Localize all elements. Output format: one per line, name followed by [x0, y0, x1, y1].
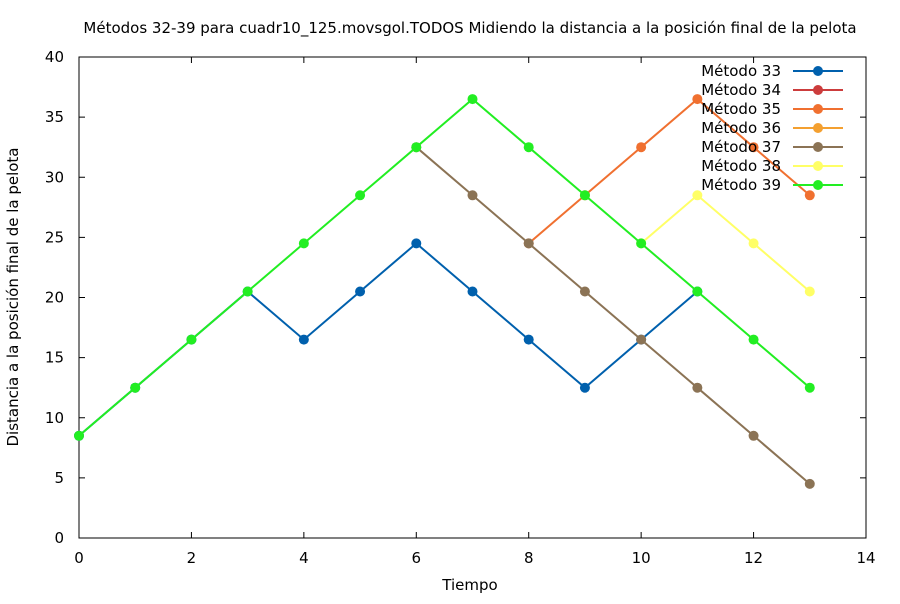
- data-point: [748, 142, 759, 153]
- data-point: [579, 382, 590, 393]
- data-point: [298, 238, 309, 249]
- y-tick-label: 40: [45, 48, 64, 66]
- y-tick-label: 15: [45, 349, 64, 367]
- data-point: [692, 190, 703, 201]
- series-line: [78, 242, 699, 437]
- data-point: [242, 286, 253, 297]
- data-point: [467, 94, 478, 105]
- y-tick-label: 25: [45, 228, 64, 246]
- chart-title: Métodos 32-39 para cuadr10_125.movsgol.T…: [83, 19, 856, 38]
- x-tick-label: 2: [187, 549, 197, 567]
- data-point: [186, 334, 197, 345]
- y-tick-label: 30: [45, 168, 64, 186]
- data-point: [467, 286, 478, 297]
- legend-swatch-marker: [813, 161, 823, 171]
- legend-entry: Método 38: [701, 157, 843, 175]
- data-point: [636, 238, 647, 249]
- series-line: [640, 193, 811, 293]
- legend-swatch-marker: [813, 123, 823, 133]
- data-point: [411, 142, 422, 153]
- data-point: [692, 286, 703, 297]
- data-point: [636, 334, 647, 345]
- legend-label: Método 39: [701, 176, 781, 194]
- data-point: [355, 286, 366, 297]
- x-tick-label: 0: [74, 549, 84, 567]
- data-point: [523, 334, 534, 345]
- data-point: [636, 142, 647, 153]
- legend-label: Método 33: [701, 62, 781, 80]
- data-point: [355, 190, 366, 201]
- x-axis-label: Tiempo: [441, 576, 497, 594]
- legend-entry: Método 37: [701, 138, 843, 156]
- series-line: [415, 146, 811, 485]
- y-tick-label: 35: [45, 108, 64, 126]
- y-tick-label: 10: [45, 409, 64, 427]
- y-tick-label: 0: [54, 529, 64, 547]
- data-point: [748, 334, 759, 345]
- legend-swatch-marker: [813, 104, 823, 114]
- series-1: [74, 238, 703, 441]
- legend-swatch-marker: [813, 66, 823, 76]
- legend-entry: Método 39: [701, 176, 843, 194]
- series-7: [74, 94, 815, 441]
- y-axis-label: Distancia a la posición final de la pelo…: [4, 147, 22, 446]
- legend-entry: Método 33: [701, 62, 843, 80]
- data-point: [748, 430, 759, 441]
- data-point: [298, 334, 309, 345]
- legend-swatch-marker: [813, 85, 823, 95]
- data-point: [804, 478, 815, 489]
- x-tick-label: 10: [632, 549, 651, 567]
- data-point: [130, 382, 141, 393]
- legend-label: Método 36: [701, 119, 781, 137]
- data-point: [804, 190, 815, 201]
- x-tick-label: 12: [744, 549, 763, 567]
- series-line: [528, 97, 811, 245]
- legend-swatch-marker: [813, 180, 823, 190]
- legend-swatch-marker: [813, 142, 823, 152]
- data-point: [523, 142, 534, 153]
- y-tick-label: 5: [54, 469, 64, 487]
- data-point: [804, 382, 815, 393]
- x-tick-label: 8: [524, 549, 534, 567]
- data-point: [579, 190, 590, 201]
- data-point: [748, 238, 759, 249]
- data-point: [692, 94, 703, 105]
- data-point: [467, 190, 478, 201]
- legend-entry: Método 36: [701, 119, 843, 137]
- data-point: [804, 286, 815, 297]
- series-5: [411, 142, 815, 489]
- legend-label: Método 37: [701, 138, 781, 156]
- data-point: [523, 238, 534, 249]
- x-tick-label: 4: [299, 549, 309, 567]
- data-point: [692, 382, 703, 393]
- data-point: [411, 238, 422, 249]
- y-tick-label: 20: [45, 289, 64, 307]
- legend-label: Método 34: [701, 81, 781, 99]
- series-6: [636, 190, 815, 297]
- legend-label: Método 38: [701, 157, 781, 175]
- series-line: [78, 97, 811, 437]
- data-point: [74, 430, 84, 441]
- data-point: [579, 286, 590, 297]
- x-tick-label: 6: [412, 549, 422, 567]
- legend-label: Método 35: [701, 100, 781, 118]
- legend-entry: Método 34: [701, 81, 843, 99]
- x-tick-label: 14: [856, 549, 875, 567]
- legend-entry: Método 35: [701, 100, 843, 118]
